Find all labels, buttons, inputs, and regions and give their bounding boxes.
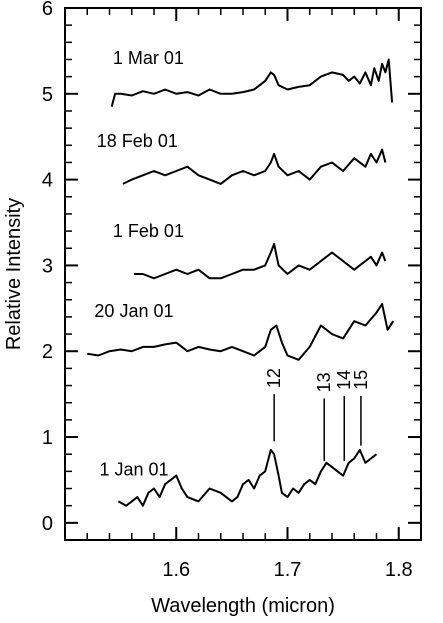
y-tick-label: 2: [42, 341, 53, 363]
x-axis-label: Wavelength (micron): [151, 595, 335, 617]
series-line: [134, 243, 387, 280]
y-axis-label: Relative Intensity: [3, 198, 25, 350]
series-line: [87, 303, 395, 361]
y-tick-label: 3: [42, 255, 53, 277]
annotation-label: 14: [334, 370, 354, 390]
annotation-label: 15: [351, 370, 371, 390]
x-tick-label: 1.7: [274, 559, 302, 581]
y-tick-label: 6: [42, 0, 53, 20]
series-label: 18 Feb 01: [97, 131, 178, 151]
series-line: [122, 148, 387, 185]
axis-ticks: [64, 7, 422, 541]
x-tick-label: 1.8: [385, 559, 413, 581]
series-group: 1 Mar 01 18 Feb 01 1 Feb 01 20 Jan 01 1 Jan …: [87, 48, 395, 507]
series-line: [117, 448, 378, 507]
x-tick-label: 1.6: [162, 559, 190, 581]
series-label: 1 Feb 01: [113, 221, 184, 241]
y-tick-label: 4: [42, 170, 53, 192]
annotation-label: 13: [314, 372, 334, 392]
y-tick-label: 1: [42, 427, 53, 449]
series-label: 1 Mar 01: [113, 48, 184, 68]
y-tick-label: 0: [42, 513, 53, 535]
series-label: 20 Jan 01: [94, 301, 173, 321]
series-line: [110, 58, 394, 107]
y-tick-label: 5: [42, 84, 53, 106]
series-label: 1 Jan 01: [99, 460, 168, 480]
annotation-label: 12: [264, 368, 284, 388]
